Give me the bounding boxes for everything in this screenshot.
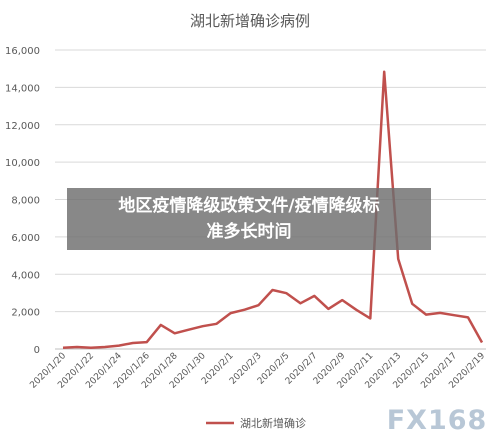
watermark-text: FX168 <box>387 405 488 436</box>
fx168-logo: FX168 <box>387 405 488 436</box>
y-tick-label: 14,000 <box>5 83 40 94</box>
x-axis-ticks: 2020/1/202020/1/222020/1/242020/1/262020… <box>28 351 487 391</box>
y-tick-label: 16,000 <box>5 46 40 57</box>
y-tick-label: 2,000 <box>11 308 40 319</box>
overlay-banner: 地区疫情降级政策文件/疫情降级标 准多长时间 <box>67 188 431 250</box>
y-tick-label: 0 <box>34 345 40 356</box>
overlay-line-2: 准多长时间 <box>206 222 292 242</box>
overlay-line-1: 地区疫情降级政策文件/疫情降级标 <box>118 196 380 216</box>
y-tick-label: 4,000 <box>11 270 40 281</box>
y-axis-ticks: 0 2,000 4,000 6,000 8,000 10,000 12,000 14,000 1… <box>5 46 40 356</box>
y-tick-label: 8,000 <box>11 196 40 207</box>
legend: 湖北新增确诊 <box>206 416 306 430</box>
legend-label: 湖北新增确诊 <box>240 416 306 430</box>
y-tick-label: 12,000 <box>5 121 40 132</box>
y-tick-label: 10,000 <box>5 158 40 169</box>
series-line <box>62 70 484 349</box>
chart-title: 湖北新增确诊病例 <box>190 12 310 30</box>
series-layer <box>62 70 484 349</box>
y-tick-label: 6,000 <box>11 233 40 244</box>
